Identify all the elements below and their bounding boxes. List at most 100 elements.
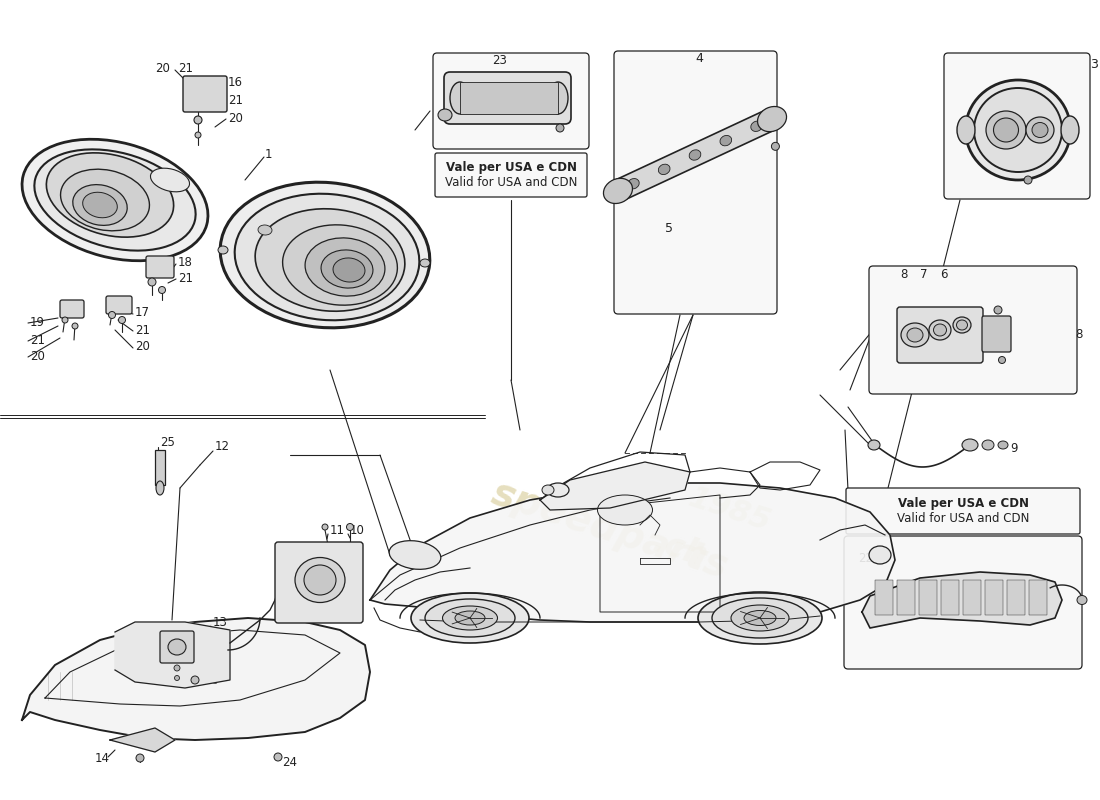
Ellipse shape <box>455 611 485 625</box>
Ellipse shape <box>156 481 164 495</box>
Ellipse shape <box>220 182 430 328</box>
Ellipse shape <box>175 675 179 681</box>
Text: 20: 20 <box>155 62 169 74</box>
Text: 18: 18 <box>178 257 192 270</box>
Text: 16: 16 <box>228 75 243 89</box>
Text: 21: 21 <box>30 334 45 346</box>
Ellipse shape <box>712 598 808 638</box>
Ellipse shape <box>966 80 1070 180</box>
FancyBboxPatch shape <box>183 76 227 112</box>
FancyBboxPatch shape <box>846 488 1080 534</box>
Ellipse shape <box>119 317 125 323</box>
Text: Valid for USA and CDN: Valid for USA and CDN <box>444 177 578 190</box>
Ellipse shape <box>72 323 78 329</box>
Bar <box>984 580 1003 615</box>
Ellipse shape <box>690 150 701 160</box>
Ellipse shape <box>46 153 174 237</box>
Ellipse shape <box>151 168 189 192</box>
Ellipse shape <box>556 124 564 132</box>
Bar <box>940 580 959 615</box>
Ellipse shape <box>109 311 116 318</box>
Bar <box>896 580 915 615</box>
Text: Valid for USA and CDN: Valid for USA and CDN <box>896 513 1030 526</box>
Ellipse shape <box>1077 595 1087 605</box>
Ellipse shape <box>930 320 952 340</box>
Ellipse shape <box>34 150 196 250</box>
FancyBboxPatch shape <box>146 256 174 278</box>
Ellipse shape <box>993 118 1019 142</box>
Ellipse shape <box>425 599 515 637</box>
Ellipse shape <box>258 225 272 235</box>
Bar <box>460 82 558 114</box>
Ellipse shape <box>962 439 978 451</box>
Ellipse shape <box>758 106 786 132</box>
Ellipse shape <box>174 665 180 671</box>
Text: 14: 14 <box>95 751 110 765</box>
Bar <box>1006 580 1025 615</box>
FancyBboxPatch shape <box>844 536 1082 669</box>
Ellipse shape <box>283 225 397 305</box>
Text: 21: 21 <box>135 323 150 337</box>
Ellipse shape <box>22 139 208 261</box>
Ellipse shape <box>82 192 118 218</box>
Text: 23: 23 <box>492 54 507 66</box>
Polygon shape <box>116 622 230 688</box>
FancyBboxPatch shape <box>896 307 983 363</box>
Polygon shape <box>862 572 1062 628</box>
Text: 5: 5 <box>666 222 673 234</box>
Ellipse shape <box>333 258 365 282</box>
FancyBboxPatch shape <box>444 72 571 124</box>
Ellipse shape <box>720 135 732 146</box>
Text: ©: © <box>647 477 673 503</box>
Ellipse shape <box>982 440 994 450</box>
Ellipse shape <box>659 164 670 174</box>
FancyBboxPatch shape <box>869 266 1077 394</box>
Ellipse shape <box>1026 117 1054 143</box>
Text: 20: 20 <box>228 111 243 125</box>
FancyBboxPatch shape <box>433 53 588 149</box>
Ellipse shape <box>438 109 452 121</box>
Ellipse shape <box>60 170 150 230</box>
Bar <box>962 580 981 615</box>
Text: .ch: .ch <box>648 526 712 574</box>
Ellipse shape <box>542 485 554 495</box>
FancyBboxPatch shape <box>434 153 587 197</box>
Ellipse shape <box>195 132 201 138</box>
Ellipse shape <box>548 82 568 114</box>
FancyBboxPatch shape <box>160 631 194 663</box>
Text: 1: 1 <box>265 149 273 162</box>
Text: 2: 2 <box>432 102 440 114</box>
Ellipse shape <box>73 185 128 226</box>
FancyBboxPatch shape <box>614 51 777 314</box>
FancyBboxPatch shape <box>944 53 1090 199</box>
Text: 20: 20 <box>30 350 45 362</box>
Ellipse shape <box>191 676 199 684</box>
Ellipse shape <box>346 523 353 530</box>
Ellipse shape <box>999 357 1005 363</box>
Text: 3: 3 <box>1090 58 1098 71</box>
Text: 8: 8 <box>900 269 908 282</box>
Ellipse shape <box>1024 176 1032 184</box>
Text: 1985: 1985 <box>685 483 774 537</box>
Polygon shape <box>614 109 777 201</box>
Ellipse shape <box>295 558 345 602</box>
Text: 11: 11 <box>330 523 345 537</box>
Ellipse shape <box>234 194 419 320</box>
Ellipse shape <box>255 209 405 311</box>
Text: 22: 22 <box>858 551 873 565</box>
Bar <box>1028 580 1047 615</box>
Ellipse shape <box>732 605 789 631</box>
Text: Vale per USA e CDN: Vale per USA e CDN <box>446 161 576 174</box>
Bar <box>918 580 937 615</box>
Ellipse shape <box>389 541 441 570</box>
Text: 15: 15 <box>205 674 220 686</box>
Text: 8: 8 <box>1075 329 1082 342</box>
Ellipse shape <box>62 317 68 323</box>
Ellipse shape <box>148 278 156 286</box>
Text: 13: 13 <box>213 615 228 629</box>
Ellipse shape <box>698 592 822 644</box>
Ellipse shape <box>442 606 497 630</box>
Text: 21: 21 <box>178 62 192 74</box>
Ellipse shape <box>604 178 632 203</box>
Ellipse shape <box>744 610 775 626</box>
